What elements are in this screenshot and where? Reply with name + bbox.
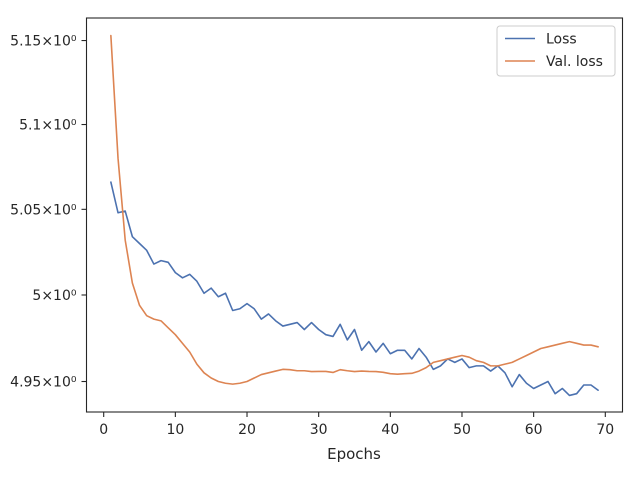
y-tick-label: 4.95×10⁰ [10, 375, 77, 391]
y-tick-label: 5.05×10⁰ [10, 202, 77, 218]
y-tick-label: 5.15×10⁰ [10, 34, 77, 50]
x-tick-label: 70 [596, 422, 614, 438]
series-layer [110, 34, 599, 397]
x-tick-label: 10 [166, 422, 184, 438]
plot-frame [85, 17, 624, 413]
x-tick-label: 50 [453, 422, 471, 438]
legend: Loss Val. loss [496, 25, 616, 77]
x-tick-label: 60 [525, 422, 543, 438]
series-line-val-loss [110, 34, 599, 385]
x-axis: 0 10 20 30 40 50 60 70 [99, 412, 614, 438]
series-line-loss [110, 181, 599, 397]
x-tick-label: 0 [99, 422, 108, 438]
legend-label-loss: Loss [546, 32, 577, 48]
x-tick-label: 30 [310, 422, 328, 438]
x-axis-title: Epochs [327, 445, 381, 463]
x-tick-label: 40 [381, 422, 399, 438]
y-tick-label: 5×10⁰ [32, 288, 76, 304]
x-tick-label: 20 [238, 422, 256, 438]
y-axis: 4.95×10⁰ 5×10⁰ 5.05×10⁰ 5.1×10⁰ 5.15×10⁰ [10, 34, 87, 391]
y-tick-label: 5.1×10⁰ [19, 118, 77, 134]
legend-label-val-loss: Val. loss [546, 54, 603, 70]
